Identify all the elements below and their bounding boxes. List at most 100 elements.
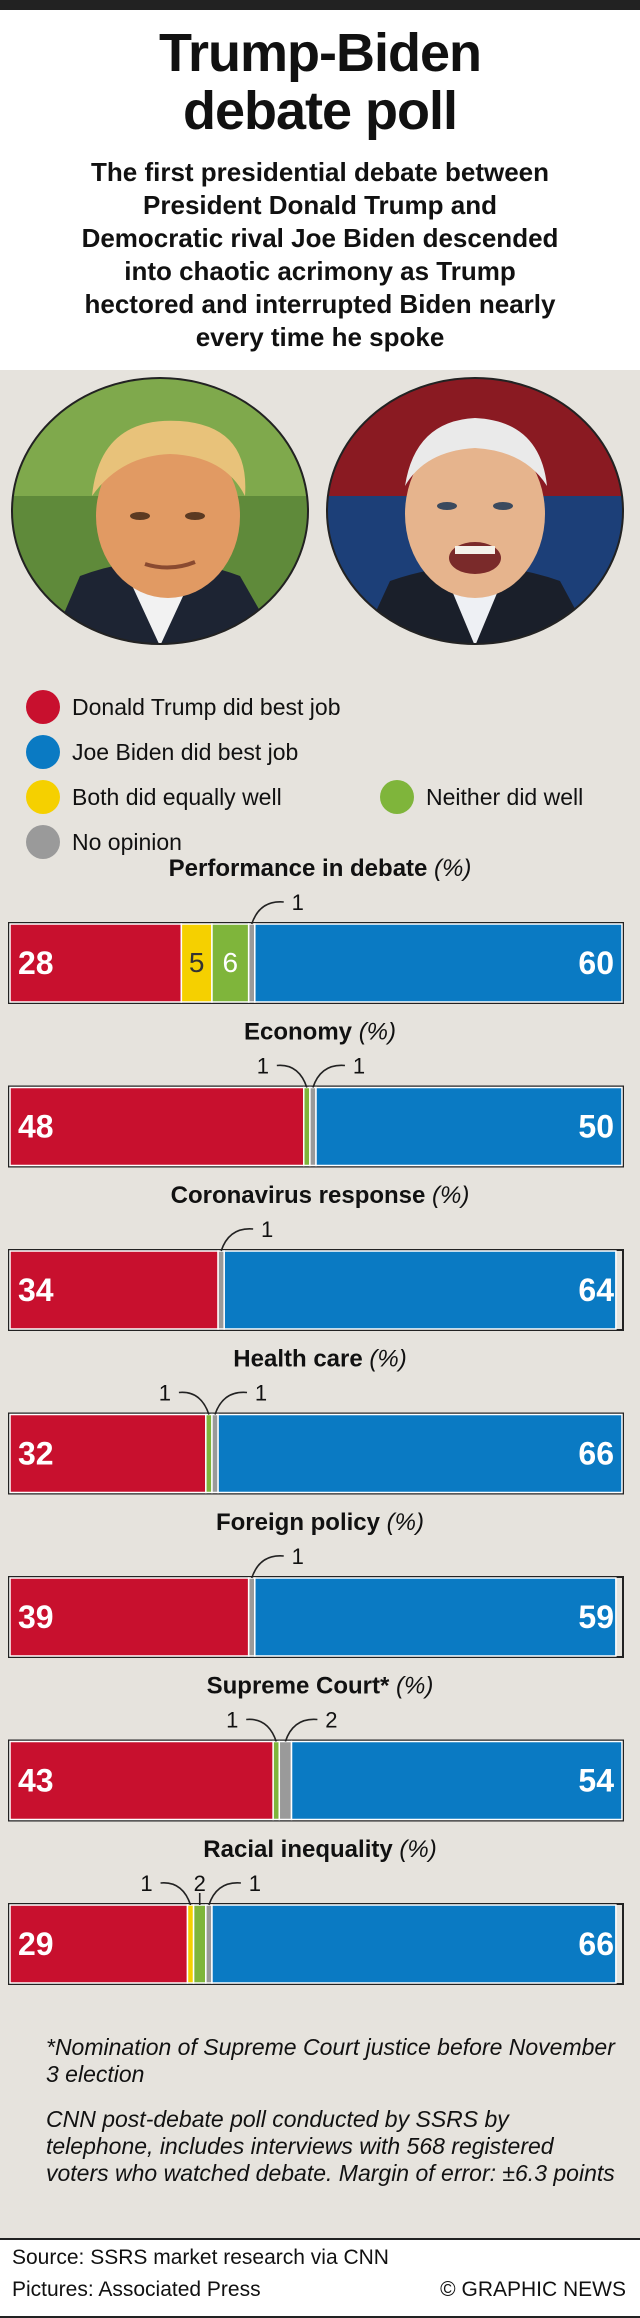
bar-segment-no-opinion — [247, 923, 256, 1003]
bar-segment-trump — [9, 1413, 207, 1494]
callout-value-no-opinion: 1 — [292, 890, 304, 915]
bar-value-trump: 43 — [18, 1763, 54, 1799]
bar-segment-trump — [9, 1904, 189, 1984]
legend-item-biden: Joe Biden did best job — [26, 735, 298, 769]
callout-arrow — [208, 1882, 241, 1906]
bar-segment-both — [186, 1904, 195, 1984]
bar-segment-neither — [205, 1413, 213, 1494]
chart-title-unit: (%) — [359, 1019, 396, 1046]
legend-swatch-neither — [380, 780, 414, 814]
callout-value-no-opinion: 1 — [292, 1544, 304, 1569]
chart-title: Supreme Court* (%) — [207, 1673, 434, 1700]
callout-value-neither: 1 — [257, 1054, 269, 1079]
callout-value-no-opinion: 2 — [325, 1708, 337, 1733]
subtitle-line: every time he spoke — [195, 322, 445, 352]
chart-title-unit: (%) — [396, 1673, 433, 1700]
bar-segment-biden — [223, 1250, 617, 1330]
bar-value-biden: 50 — [578, 1109, 614, 1145]
bar-segment-no-opinion — [278, 1740, 293, 1821]
chart-title: Coronavirus response (%) — [171, 1182, 470, 1209]
graphic-news-credit: © GRAPHIC NEWS — [440, 2278, 626, 2301]
chart-title: Foreign policy (%) — [216, 1509, 424, 1536]
bar-segment-trump — [9, 1086, 305, 1167]
subtitle-line: President Donald Trump and — [143, 190, 497, 220]
bar-frame — [8, 1249, 624, 1331]
trump-portrait — [10, 376, 310, 646]
bar-frame — [8, 1412, 624, 1495]
bar-segment-trump — [9, 923, 183, 1003]
callout-arrow — [284, 1718, 318, 1742]
callout-value-both: 1 — [140, 1871, 152, 1896]
bar-segment-biden — [217, 1413, 623, 1494]
bottom-divider — [0, 2316, 640, 2318]
callout-arrow — [160, 1882, 192, 1906]
subtitle-line: into chaotic acrimony as Trump — [124, 256, 516, 286]
chart-title-unit: (%) — [399, 1836, 436, 1863]
bar-value-biden: 64 — [578, 1272, 614, 1308]
bar-segment-biden — [290, 1740, 623, 1821]
legend-swatch-no-opinion — [26, 825, 60, 859]
callout-arrow — [312, 1064, 346, 1088]
legend-swatch-both — [26, 780, 60, 814]
callout-value-no-opinion: 1 — [249, 1871, 261, 1896]
chart-title: Economy (%) — [244, 1019, 396, 1046]
bar-value-biden: 66 — [578, 1436, 614, 1472]
chart-title: Racial inequality (%) — [203, 1836, 436, 1863]
bar-value-trump: 32 — [18, 1436, 54, 1472]
bar-segment-trump — [9, 1250, 219, 1330]
callout-value-no-opinion: 1 — [261, 1217, 273, 1242]
bar-segment-biden — [211, 1904, 617, 1984]
callout-arrow — [250, 901, 284, 925]
callout-arrow — [276, 1064, 308, 1088]
callout-value-no-opinion: 1 — [353, 1054, 365, 1079]
bar-value-trump: 28 — [18, 945, 54, 981]
footer: Source: SSRS market research via CNN Pic… — [0, 2240, 640, 2318]
legend-swatch-biden — [26, 735, 60, 769]
footnote: *Nomination of Supreme Court justice bef… — [46, 2034, 615, 2087]
bar-segment-biden — [254, 1577, 617, 1657]
legend-swatch-trump — [26, 690, 60, 724]
legend-label-no-opinion: No opinion — [72, 828, 182, 855]
legend-label-both: Both did equally well — [72, 783, 282, 810]
bar-value-trump: 29 — [18, 1926, 54, 1962]
top-bar — [0, 0, 640, 10]
bar-frame — [8, 1085, 624, 1168]
chart-title: Performance in debate (%) — [169, 855, 472, 882]
footer-divider — [0, 2238, 640, 2240]
legend-item-trump: Donald Trump did best job — [26, 690, 341, 724]
legend-item-no-opinion: No opinion — [26, 825, 182, 859]
chart-title: Health care (%) — [233, 1346, 406, 1373]
methodology-note: CNN post-debate poll conducted by SSRS b… — [46, 2106, 615, 2186]
callout-value-neither: 1 — [226, 1708, 238, 1733]
bar-value-biden: 59 — [578, 1599, 614, 1635]
legend-item-both: Both did equally well — [26, 780, 282, 814]
callout-arrow — [220, 1228, 254, 1252]
bar-segment-no-opinion — [247, 1577, 256, 1657]
callout-arrow — [214, 1391, 248, 1415]
legend-label-trump: Donald Trump did best job — [72, 693, 341, 720]
bar-segment-neither — [303, 1086, 311, 1167]
subtitle: The first presidential debate between Pr… — [20, 156, 620, 354]
chart-title-unit: (%) — [369, 1346, 406, 1373]
chart-title-unit: (%) — [434, 855, 471, 882]
header-panel: Trump-Biden debate poll The first presid… — [0, 10, 640, 370]
bar-segment-biden — [315, 1086, 623, 1167]
subtitle-line: Democratic rival Joe Biden descended — [81, 223, 559, 253]
callout-value-neither: 1 — [159, 1381, 171, 1406]
callout-arrow — [250, 1555, 284, 1579]
bar-value-trump: 48 — [18, 1109, 54, 1145]
bar-segment-biden — [254, 923, 623, 1003]
callout-value-no-opinion: 1 — [255, 1381, 267, 1406]
callout-value-neither: 2 — [194, 1871, 206, 1896]
title-line-2: debate poll — [182, 81, 458, 141]
bar-frame — [8, 922, 624, 1004]
bar-value-biden: 54 — [578, 1763, 614, 1799]
bar-value-neither: 6 — [223, 947, 239, 978]
subtitle-line: hectored and interrupted Biden nearly — [84, 289, 556, 319]
callout-arrow — [246, 1718, 277, 1742]
legend-label-biden: Joe Biden did best job — [72, 738, 299, 765]
bar-segment-neither — [211, 923, 250, 1003]
chart-title-unit: (%) — [432, 1182, 469, 1209]
legend: Donald Trump did best job Joe Biden did … — [26, 690, 626, 860]
title-line-1: Trump-Biden — [159, 23, 482, 83]
